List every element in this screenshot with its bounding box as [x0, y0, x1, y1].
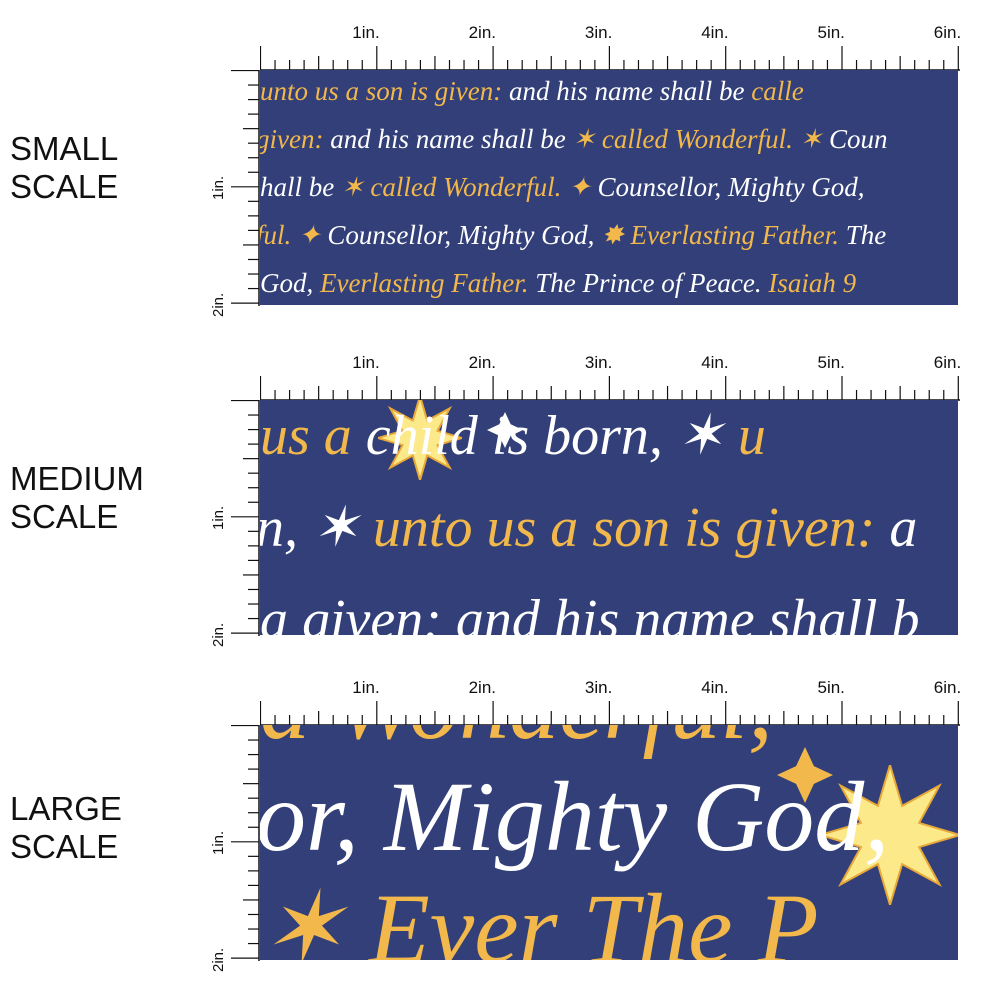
- fabric-text: ✸ Everlasting Father.: [601, 220, 846, 250]
- fabric-text: d Wonderful,: [260, 725, 773, 760]
- ruler-label: 5in.: [817, 23, 845, 42]
- large-scale-label: LARGE SCALE: [10, 790, 122, 866]
- fabric-text-line: God, Everlasting Father. The Prince of P…: [260, 270, 856, 297]
- sparkle-icon: [487, 412, 523, 448]
- fabric-swatch: unto us a son is given: and his name sha…: [260, 70, 958, 305]
- ruler-label: 1in.: [210, 176, 227, 201]
- label-line: SMALL: [10, 130, 119, 167]
- ruler-label: 1in.: [210, 831, 227, 856]
- ruler-label: 3in.: [584, 23, 613, 42]
- small-scale-panel: 1in. 2in. 3in. 4in. 5in. 6in. 1in. 2in. unto us …: [200, 15, 1000, 317]
- ruler-label: 5in.: [817, 678, 845, 697]
- fabric-text: unto us a son is given:: [372, 497, 890, 559]
- fabric-text: n, ✶: [260, 497, 373, 559]
- medium-scale-panel: 1in. 2in. 3in. 4in. 5in. 6in. 1in. 2in. us a chi…: [200, 345, 1000, 647]
- ruler-label: 1in.: [210, 506, 227, 531]
- ruler-label: 1in.: [352, 23, 380, 42]
- fabric-text: a: [889, 497, 918, 559]
- ruler-label: 2in.: [210, 622, 227, 647]
- fabric-text: us a: [260, 405, 352, 467]
- label-line: LARGE: [10, 790, 122, 827]
- fabric-text-line: d Wonderful,: [260, 725, 773, 755]
- fabric-text-line: n, ✶ unto us a son is given: a: [260, 500, 917, 556]
- fabric-text-line: or, Mighty God,: [260, 767, 889, 867]
- ruler-label: 3in.: [584, 678, 613, 697]
- star-icon: [820, 765, 958, 905]
- ruler-label: 2in.: [210, 947, 227, 972]
- fabric-text: unto us a son is given:: [260, 76, 503, 106]
- fabric-text: child is born, ✶: [351, 405, 738, 467]
- star-icon: [378, 400, 462, 480]
- ruler-label: 1in.: [352, 353, 380, 372]
- fabric-text-line: ful. ✦ Counsellor, Mighty God, ✸ Everlas…: [260, 222, 886, 249]
- ruler-label: 4in.: [701, 353, 729, 372]
- label-line: SCALE: [10, 168, 119, 205]
- ruler-label: 6in.: [933, 353, 962, 372]
- ruler-label: 6in.: [933, 23, 962, 42]
- fabric-text: The Prince of Peace.: [535, 268, 769, 298]
- fabric-text-line: given: and his name shall be ✶ called Wo…: [260, 126, 887, 153]
- ruler-label: 6in.: [933, 678, 962, 697]
- fabric-text-line: us a child is born, ✶ u: [260, 408, 766, 464]
- ruler-label: 2in.: [468, 353, 497, 372]
- horizontal-ruler: [260, 701, 960, 726]
- fabric-text-line: hall be ✶ called Wonderful. ✦ Counsellor…: [260, 174, 864, 201]
- fabric-text: Everlasting Father.: [320, 268, 536, 298]
- fabric-text: ✶ Ever The P: [260, 873, 819, 961]
- fabric-text: u: [737, 405, 766, 467]
- fabric-text: calle: [751, 76, 804, 106]
- fabric-text-line: a given: and his name shall b: [260, 592, 919, 635]
- large-scale-panel: 1in. 2in. 3in. 4in. 5in. 6in. 1in. 2in. d Wonder…: [200, 670, 1000, 972]
- ruler-label: 2in.: [468, 678, 497, 697]
- label-line: SCALE: [10, 498, 119, 535]
- fabric-text: and his name shall be: [502, 76, 752, 106]
- ruler-label: 2in.: [468, 23, 497, 42]
- fabric-text: ✶ called Wonderful. ✦: [341, 172, 598, 202]
- fabric-text: or, Mighty God,: [260, 761, 890, 872]
- ruler-label: 4in.: [701, 23, 729, 42]
- medium-scale-label: MEDIUM SCALE: [10, 460, 144, 536]
- vertical-ruler: [231, 70, 260, 306]
- horizontal-ruler: [260, 46, 960, 71]
- fabric-swatch: us a child is born, ✶ u n, ✶ unto us a so…: [260, 400, 958, 635]
- fabric-text-line: ✶ Ever The P: [260, 879, 819, 961]
- fabric-text: given:: [260, 124, 324, 154]
- fabric-text: God,: [260, 268, 320, 298]
- fabric-text: ✶ called Wonderful. ✶: [572, 124, 829, 154]
- vertical-ruler: [231, 725, 260, 961]
- fabric-text-line: unto us a son is given: and his name sha…: [260, 78, 804, 105]
- label-line: SCALE: [10, 828, 119, 865]
- fabric-text: Coun: [828, 124, 888, 154]
- sparkle-icon: [777, 747, 833, 803]
- horizontal-ruler: [260, 376, 960, 401]
- vertical-ruler: [231, 400, 260, 636]
- fabric-text: Isaiah 9: [768, 268, 857, 298]
- fabric-text: The: [845, 220, 887, 250]
- ruler-label: 3in.: [584, 353, 613, 372]
- ruler-label: 1in.: [352, 678, 380, 697]
- fabric-text: hall be: [260, 172, 341, 202]
- ruler-label: 5in.: [817, 353, 845, 372]
- fabric-text: a given: and his name shall b: [260, 589, 920, 635]
- ruler-label: 2in.: [210, 292, 227, 317]
- small-scale-label: SMALL SCALE: [10, 130, 118, 206]
- fabric-text: and his name shall be: [323, 124, 573, 154]
- fabric-text: Counsellor, Mighty God,: [597, 172, 865, 202]
- fabric-swatch: d Wonderful, or, Mighty God, ✶ Ever The P: [260, 725, 958, 960]
- fabric-text: ful. ✦: [260, 220, 328, 250]
- label-line: MEDIUM: [10, 460, 144, 497]
- ruler-label: 4in.: [701, 678, 729, 697]
- fabric-text: Counsellor, Mighty God,: [327, 220, 602, 250]
